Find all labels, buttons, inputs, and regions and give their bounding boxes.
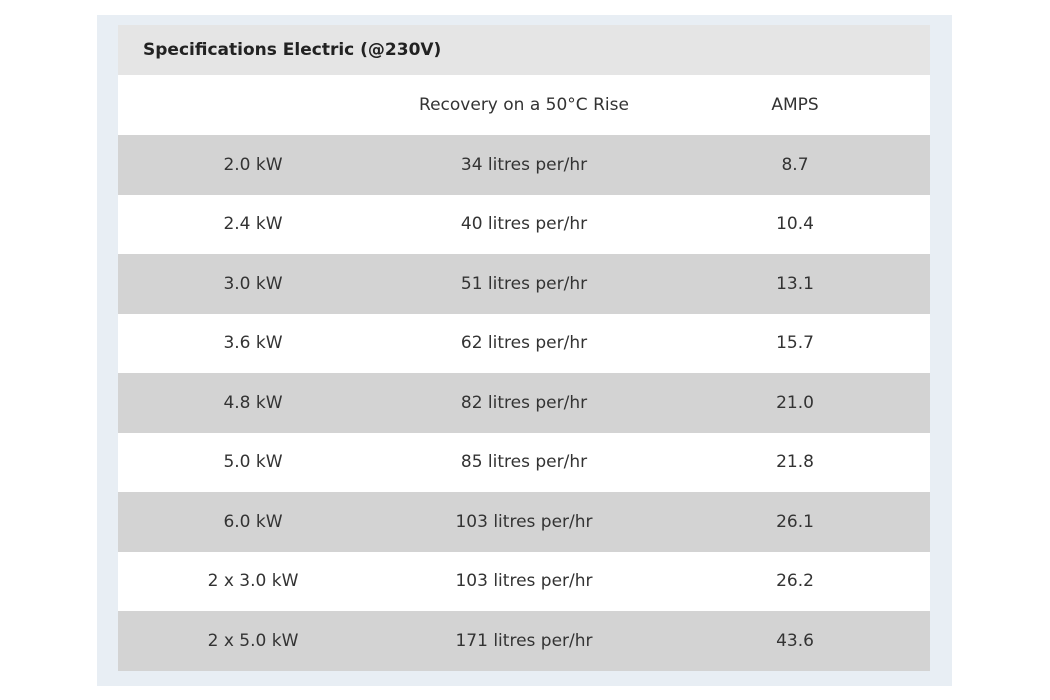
power-cell: 2 x 3.0 kW — [207, 571, 299, 592]
recovery-cell: 34 litres per/hr — [460, 154, 588, 175]
table-row: 3.0 kW 51 litres per/hr 13.1 — [118, 254, 930, 314]
recovery-cell: 82 litres per/hr — [460, 392, 588, 413]
amps-cell: 26.1 — [776, 511, 814, 532]
table-row: 5.0 kW 85 litres per/hr 21.8 — [118, 432, 930, 492]
recovery-cell: 51 litres per/hr — [460, 273, 588, 294]
power-cell: 3.6 kW — [223, 333, 283, 354]
header-cell-amps: AMPS — [771, 95, 819, 115]
recovery-cell: 103 litres per/hr — [455, 511, 593, 532]
amps-cell: 21.8 — [776, 452, 814, 473]
header-cell-recovery: Recovery on a 50°C Rise — [419, 95, 629, 115]
table-row: 3.6 kW 62 litres per/hr 15.7 — [118, 313, 930, 373]
recovery-cell: 62 litres per/hr — [460, 333, 588, 354]
table-row: 2.0 kW 34 litres per/hr 8.7 — [118, 135, 930, 195]
power-cell: 3.0 kW — [223, 273, 283, 294]
recovery-cell: 103 litres per/hr — [455, 571, 593, 592]
table-row: 2 x 5.0 kW 171 litres per/hr 43.6 — [118, 611, 930, 671]
table-row: 6.0 kW 103 litres per/hr 26.1 — [118, 492, 930, 552]
table-row: 2 x 3.0 kW 103 litres per/hr 26.2 — [118, 551, 930, 611]
amps-cell: 10.4 — [776, 214, 814, 235]
amps-cell: 43.6 — [776, 630, 814, 651]
power-cell: 2.4 kW — [223, 214, 283, 235]
amps-cell: 13.1 — [776, 273, 814, 294]
recovery-cell: 85 litres per/hr — [460, 452, 588, 473]
power-cell: 4.8 kW — [223, 392, 283, 413]
amps-cell: 15.7 — [776, 333, 814, 354]
table-header-row: Recovery on a 50°C Rise AMPS — [118, 75, 930, 135]
table-row: 2.4 kW 40 litres per/hr 10.4 — [118, 194, 930, 254]
power-cell: 2 x 5.0 kW — [207, 630, 299, 651]
spec-table: Specifications Electric (@230V) Recovery… — [118, 25, 930, 671]
power-cell: 6.0 kW — [223, 511, 283, 532]
amps-cell: 26.2 — [776, 571, 814, 592]
table-title: Specifications Electric (@230V) — [118, 25, 930, 75]
power-cell: 2.0 kW — [223, 154, 283, 175]
amps-cell: 8.7 — [781, 154, 809, 175]
recovery-cell: 171 litres per/hr — [455, 630, 593, 651]
amps-cell: 21.0 — [776, 392, 814, 413]
power-cell: 5.0 kW — [223, 452, 283, 473]
spec-table-frame: Specifications Electric (@230V) Recovery… — [97, 15, 952, 686]
table-row: 4.8 kW 82 litres per/hr 21.0 — [118, 373, 930, 433]
recovery-cell: 40 litres per/hr — [460, 214, 588, 235]
